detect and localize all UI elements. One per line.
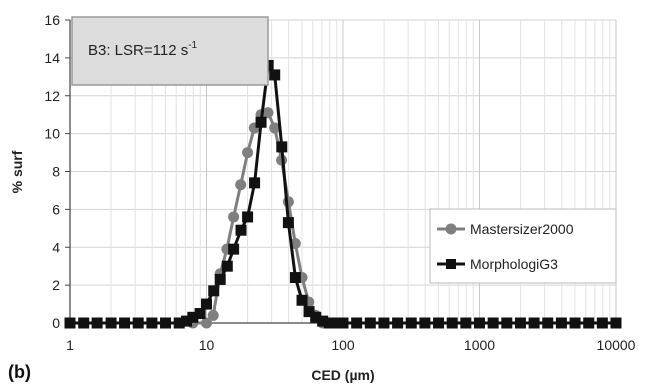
data-point (610, 317, 622, 329)
y-tick-label: 12 (44, 88, 60, 104)
legend-label-mastersizer: Mastersizer2000 (470, 221, 574, 237)
y-tick-label: 6 (52, 201, 60, 217)
data-point (446, 317, 458, 329)
data-point (160, 317, 172, 329)
data-point (542, 317, 554, 329)
data-point (132, 317, 144, 329)
data-point (596, 317, 608, 329)
data-point (514, 317, 526, 329)
data-point (249, 177, 261, 189)
y-tick-label: 8 (52, 164, 60, 180)
data-point (392, 317, 404, 329)
data-point (501, 317, 513, 329)
data-point (187, 311, 199, 323)
data-point (242, 147, 254, 159)
data-point (317, 315, 329, 327)
data-point (201, 298, 212, 310)
y-tick-label: 16 (44, 12, 60, 28)
data-point (296, 294, 308, 306)
data-point (433, 317, 445, 329)
data-point (337, 317, 349, 329)
data-point (194, 308, 206, 320)
y-tick-label: 0 (52, 315, 60, 331)
data-point (235, 179, 247, 191)
data-point (208, 285, 220, 297)
data-point (364, 317, 376, 329)
panel-label: (b) (8, 362, 31, 382)
data-point (269, 69, 281, 81)
data-point (583, 317, 595, 329)
legend-label-morphologi: MorphologiG3 (470, 256, 558, 272)
inset-label: B3: LSR=112 s-1 (71, 16, 269, 86)
x-tick-label: 100 (331, 337, 355, 353)
data-point (330, 317, 342, 329)
data-point (201, 317, 212, 329)
data-point (303, 306, 315, 318)
data-point (569, 317, 581, 329)
data-point (276, 141, 288, 153)
data-point (460, 317, 472, 329)
data-point (419, 317, 431, 329)
data-point (405, 317, 417, 329)
data-point (351, 317, 363, 329)
data-point (221, 260, 233, 272)
y-tick-label: 2 (52, 277, 60, 293)
data-point (228, 243, 240, 255)
data-point (235, 224, 247, 236)
inset-superscript: -1 (188, 40, 197, 51)
series-layer (64, 59, 622, 329)
y-tick-label: 4 (52, 239, 60, 255)
data-point (528, 317, 540, 329)
legend: Mastersizer2000 MorphologiG3 (429, 208, 617, 284)
data-point (282, 217, 294, 229)
y-tick-label: 14 (44, 50, 60, 66)
data-point (242, 211, 254, 223)
y-tick-label: 10 (44, 126, 60, 142)
tick-labels: 0 2 4 6 8 10 12 14 16 1 10 100 1000 10000 (44, 12, 635, 353)
legend-marker-mastersizer (445, 223, 457, 235)
data-point (487, 317, 499, 329)
x-tick-label: 1000 (464, 337, 495, 353)
data-point (119, 317, 131, 329)
data-point (181, 315, 193, 327)
data-point (474, 317, 485, 329)
data-point (289, 272, 301, 284)
data-point (269, 122, 281, 134)
legend-marker-morphologi (446, 259, 456, 269)
inset-box (71, 16, 269, 86)
y-axis-title: % surf (9, 150, 25, 193)
x-tick-label: 10000 (597, 337, 636, 353)
data-point (378, 317, 390, 329)
data-point (78, 317, 90, 329)
svg-text:B3: LSR=112 s-1: B3: LSR=112 s-1 (88, 40, 198, 59)
data-point (310, 311, 322, 323)
x-tick-label: 10 (199, 337, 215, 353)
data-point (262, 107, 274, 119)
data-point (228, 211, 240, 223)
data-point (555, 317, 567, 329)
data-point (91, 317, 103, 329)
x-axis-title: CED (µm) (311, 367, 374, 383)
legend-box (429, 208, 617, 284)
data-point (105, 317, 117, 329)
inset-text: B3: LSR=112 s (88, 42, 188, 59)
data-point (146, 317, 158, 329)
data-point (207, 309, 219, 321)
series-1 (64, 59, 622, 329)
data-point (64, 317, 76, 329)
data-point (173, 317, 185, 329)
data-point (323, 317, 335, 329)
x-tick-label: 1 (66, 337, 74, 353)
data-point (255, 116, 267, 128)
data-point (214, 273, 226, 285)
